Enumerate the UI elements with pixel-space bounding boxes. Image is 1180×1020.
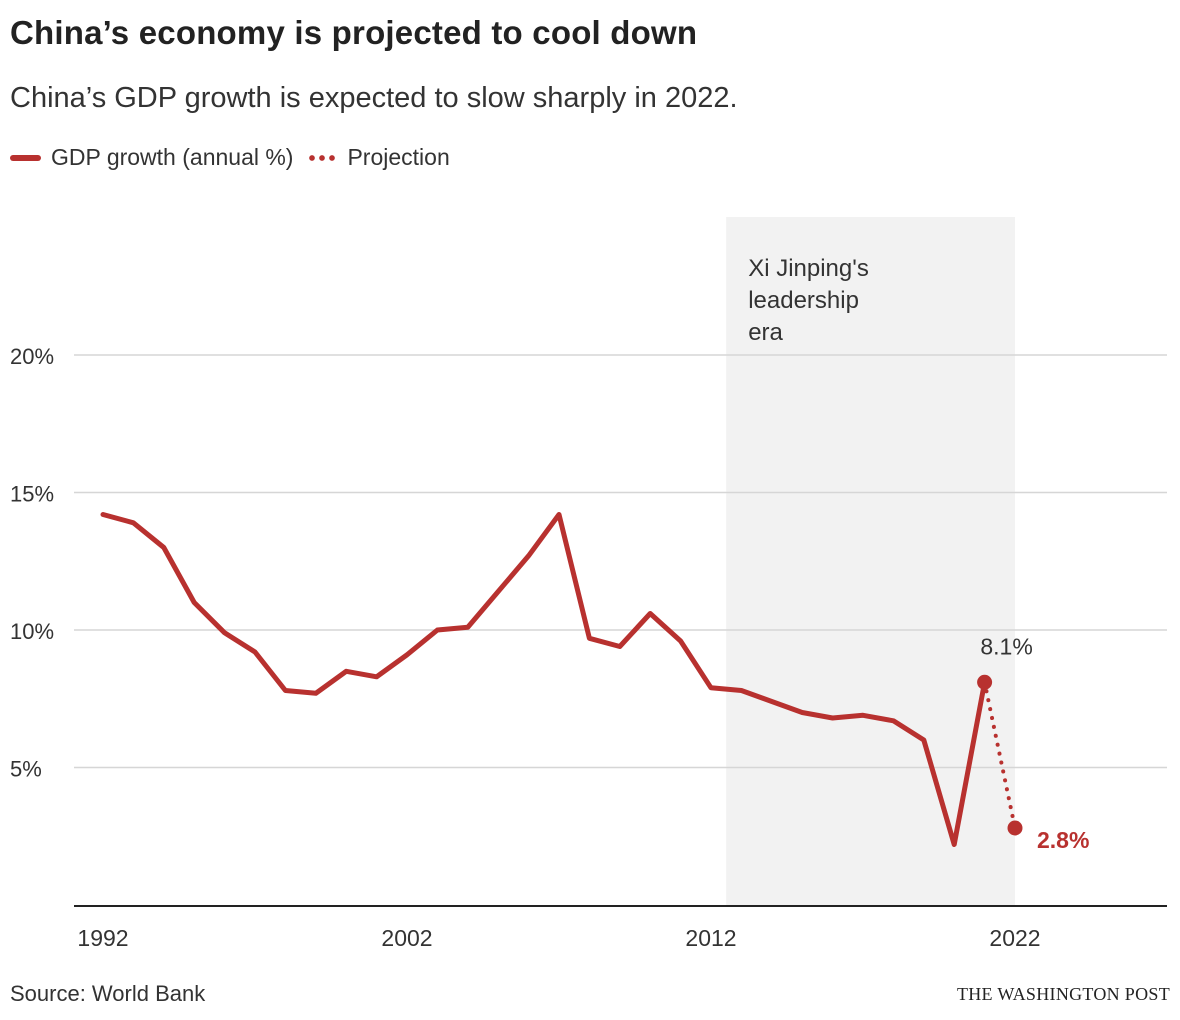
y-tick-label: 20%	[10, 344, 54, 369]
x-tick-label: 2012	[685, 925, 736, 951]
x-tick-label: 2002	[381, 925, 432, 951]
label-layer: 8.1% 2.8%	[977, 633, 1089, 853]
annotation-label-2021: 8.1%	[980, 633, 1032, 659]
legend-item-projection: Projection	[307, 144, 450, 171]
chart-title: China’s economy is projected to cool dow…	[10, 14, 698, 51]
publisher-credit: THE WASHINGTON POST	[956, 984, 1170, 1004]
annotation-label-2022: 2.8%	[1037, 827, 1089, 853]
legend-swatch-dotted-line	[307, 154, 338, 161]
leadership-era-label-line: leadership	[748, 287, 859, 314]
legend-label-projection: Projection	[347, 144, 450, 170]
y-tick-label: 5%	[10, 757, 42, 782]
leadership-era-label-line: Xi Jinping's	[748, 255, 869, 282]
leadership-era-label-line: era	[748, 319, 783, 346]
projection-series-line	[982, 680, 1017, 830]
leadership-era-label: Xi Jinping's leadership era	[748, 255, 869, 346]
legend-item-gdp-growth: GDP growth (annual %)	[10, 144, 293, 171]
series-layer	[100, 512, 1017, 847]
annotated-point	[977, 674, 993, 690]
legend-swatch-solid-line	[10, 154, 41, 161]
source-note: Source: World Bank	[10, 981, 206, 1006]
legend: GDP growth (annual %) Projection	[10, 144, 464, 171]
chart-subtitle: China’s GDP growth is expected to slow s…	[10, 82, 738, 114]
grid-layer: 5% 10% 15% 20% 1992 2002 2012 2022	[10, 344, 1167, 951]
annotated-point	[1007, 820, 1023, 836]
x-tick-label: 2022	[989, 925, 1040, 951]
gdp-growth-series-line	[100, 512, 988, 847]
y-tick-label: 10%	[10, 619, 54, 644]
legend-label-gdp-growth: GDP growth (annual %)	[51, 144, 294, 170]
shade-layer: Xi Jinping's leadership era	[726, 217, 1015, 905]
x-tick-label: 1992	[77, 925, 128, 951]
y-tick-label: 15%	[10, 482, 54, 507]
